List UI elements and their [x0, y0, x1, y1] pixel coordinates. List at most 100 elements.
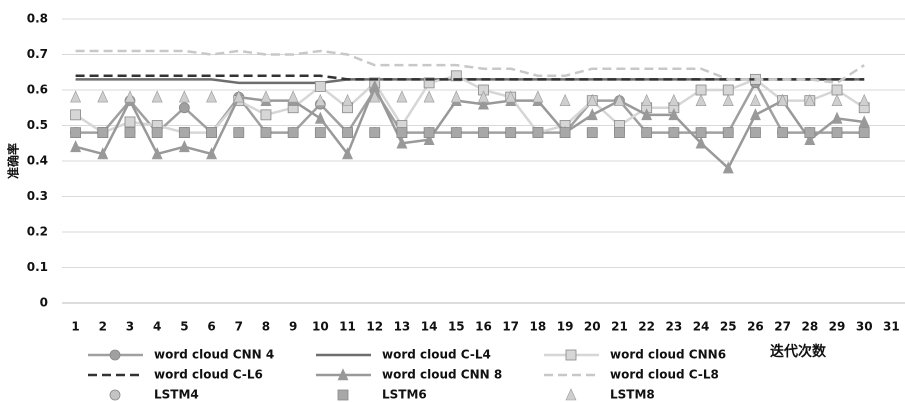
marker	[369, 90, 381, 103]
marker	[858, 93, 870, 106]
marker	[206, 127, 217, 138]
marker	[532, 90, 544, 103]
marker	[478, 97, 489, 110]
marker	[70, 127, 81, 138]
marker	[831, 111, 843, 124]
marker	[858, 127, 870, 138]
marker	[124, 116, 136, 128]
marker	[831, 84, 843, 96]
x-tick-label: 24	[693, 320, 710, 334]
x-tick-label: 5	[180, 320, 188, 334]
legend-label: word cloud CNN 8	[382, 368, 502, 382]
marker	[722, 84, 734, 96]
marker	[668, 108, 680, 121]
marker	[151, 90, 163, 103]
marker	[450, 70, 462, 82]
x-tick-label: 31	[883, 320, 900, 334]
marker	[450, 127, 462, 138]
marker	[260, 127, 272, 138]
x-tick-label: 11	[339, 320, 356, 334]
marker	[423, 127, 435, 138]
marker	[559, 93, 571, 106]
legend-label: LSTM8	[610, 388, 655, 402]
marker	[750, 127, 761, 138]
x-tick-label: 1	[71, 320, 79, 334]
marker	[97, 127, 109, 138]
y-tick-label: 0.7	[27, 47, 48, 61]
x-tick-label: 20	[584, 320, 601, 334]
x-tick-label: 13	[394, 320, 411, 334]
marker	[831, 93, 843, 106]
marker	[565, 388, 577, 401]
marker	[396, 136, 408, 149]
marker	[858, 115, 870, 128]
x-tick-label: 9	[289, 320, 297, 334]
marker	[178, 90, 190, 103]
x-tick-label: 17	[502, 320, 519, 334]
y-tick-label: 0	[40, 296, 48, 310]
marker	[586, 93, 598, 106]
x-tick-label: 21	[611, 320, 628, 334]
series-line	[75, 74, 865, 81]
marker	[337, 389, 349, 401]
marker	[668, 127, 680, 138]
marker	[505, 127, 517, 138]
x-tick-label: 3	[126, 320, 134, 334]
marker	[722, 93, 734, 106]
x-tick-label: 10	[312, 320, 329, 334]
x-tick-label: 12	[366, 320, 383, 334]
marker	[722, 127, 734, 138]
x-axis-label: 迭代次数	[770, 343, 827, 360]
legend-label: word cloud C-L6	[154, 368, 263, 382]
marker	[450, 90, 462, 103]
marker	[287, 90, 299, 103]
marker	[614, 127, 625, 138]
marker	[97, 90, 109, 103]
marker	[831, 127, 843, 138]
marker	[287, 127, 299, 138]
marker	[614, 93, 625, 106]
marker	[124, 90, 136, 103]
x-tick-label: 19	[557, 320, 574, 334]
legend-label: word cloud CNN6	[610, 348, 726, 362]
series-line	[75, 49, 865, 85]
marker	[396, 90, 408, 103]
legend-label: word cloud CNN 4	[154, 348, 274, 362]
y-axis-label: 准确率	[6, 143, 21, 179]
legend-label: word cloud C-L8	[610, 368, 719, 382]
x-tick-label: 23	[666, 320, 683, 334]
marker	[233, 127, 245, 138]
legend-label: LSTM6	[382, 388, 427, 402]
marker	[151, 127, 163, 138]
x-tick-label: 14	[421, 320, 438, 334]
x-tick-label: 16	[475, 320, 492, 334]
marker	[695, 127, 707, 138]
marker	[342, 93, 353, 106]
marker	[233, 90, 245, 103]
marker	[532, 127, 544, 138]
marker	[423, 132, 435, 145]
x-tick-label: 25	[720, 320, 737, 334]
x-tick-label: 28	[801, 320, 818, 334]
x-tick-label: 6	[207, 320, 215, 334]
legend-label: word cloud C-L4	[382, 348, 491, 362]
marker	[695, 84, 707, 96]
y-tick-label: 0.5	[27, 118, 48, 132]
x-tick-label: 30	[856, 320, 873, 334]
marker	[695, 93, 707, 106]
marker	[804, 132, 816, 145]
x-tick-label: 18	[530, 320, 547, 334]
marker	[314, 127, 326, 138]
marker	[109, 389, 121, 401]
marker	[586, 108, 598, 121]
marker	[70, 109, 81, 121]
marker	[749, 108, 761, 121]
marker	[804, 127, 816, 138]
x-tick-label: 15	[448, 320, 465, 334]
marker	[342, 127, 353, 138]
marker	[586, 127, 598, 138]
marker	[369, 127, 381, 138]
series-line	[74, 74, 865, 135]
y-tick-label: 0.8	[27, 12, 48, 26]
